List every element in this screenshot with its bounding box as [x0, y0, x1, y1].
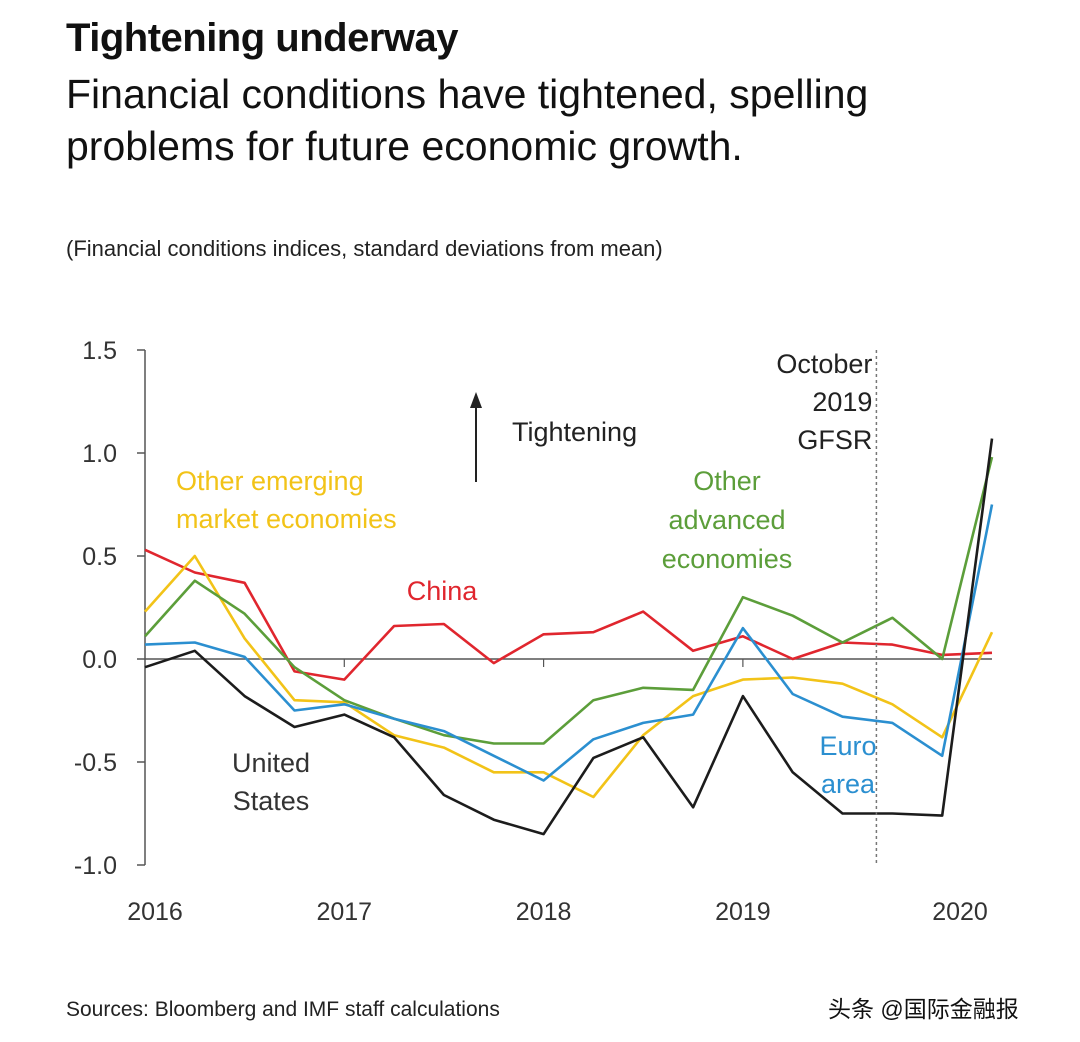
tightening-arrow-head — [470, 392, 482, 408]
chart-series — [144, 438, 994, 836]
y-tick-label: 0.5 — [82, 543, 117, 571]
x-tick-label: 2018 — [516, 898, 572, 926]
chart-subtitle: Financial conditions have tightened, spe… — [66, 71, 869, 169]
y-tick-label: 0.0 — [82, 646, 117, 674]
x-tick-label: 2017 — [316, 898, 372, 926]
series-label-other-advanced-economies: advanced — [668, 505, 785, 535]
series-label-other-advanced-economies: Other — [693, 466, 761, 496]
y-tick-label: 1.0 — [82, 440, 117, 468]
series-line-other-emerging-market-economies — [144, 554, 994, 799]
series-label-other-emerging-market-economies: Other emerging — [176, 466, 364, 496]
series-label-other-emerging-market-economies: market economies — [176, 504, 397, 534]
watermark: 头条 @国际金融报 — [828, 996, 1019, 1022]
series-line-other-advanced-economies — [144, 456, 994, 745]
series-label-euro-area: area — [821, 769, 876, 799]
series-label-united-states: United — [232, 748, 310, 778]
y-tick-label: -0.5 — [74, 749, 117, 777]
series-label-china: China — [407, 576, 479, 606]
series-line-china — [144, 548, 993, 681]
x-tick-label: 2019 — [715, 898, 771, 926]
series-label-euro-area: Euro — [819, 731, 876, 761]
y-axis-units-label: (Financial conditions indices, standard … — [66, 236, 663, 261]
chart-annotations: Tightening October 2019 GFSR Other emerging m… — [176, 349, 878, 865]
x-tick-label: 2016 — [127, 898, 183, 926]
y-tick-label: -1.0 — [74, 852, 117, 880]
series-line-euro-area — [144, 504, 994, 782]
series-label-other-advanced-economies: economies — [662, 544, 793, 574]
series-line-united-states — [144, 438, 994, 836]
annotation-tightening: Tightening — [512, 417, 637, 447]
chart-axes: 1.5 1.0 0.5 0.0 -0.5 -1.0 2016 2017 2018 2019 2020 — [74, 337, 992, 926]
series-label-united-states: States — [233, 786, 310, 816]
chart-title: Tightening underway — [66, 16, 459, 60]
x-tick-label: 2020 — [932, 898, 988, 926]
annotation-gfsr: GFSR — [797, 425, 872, 455]
y-tick-label: 1.5 — [82, 337, 117, 365]
annotation-gfsr: 2019 — [812, 387, 872, 417]
annotation-gfsr: October — [776, 349, 872, 379]
source-note: Sources: Bloomberg and IMF staff calcula… — [66, 998, 500, 1021]
